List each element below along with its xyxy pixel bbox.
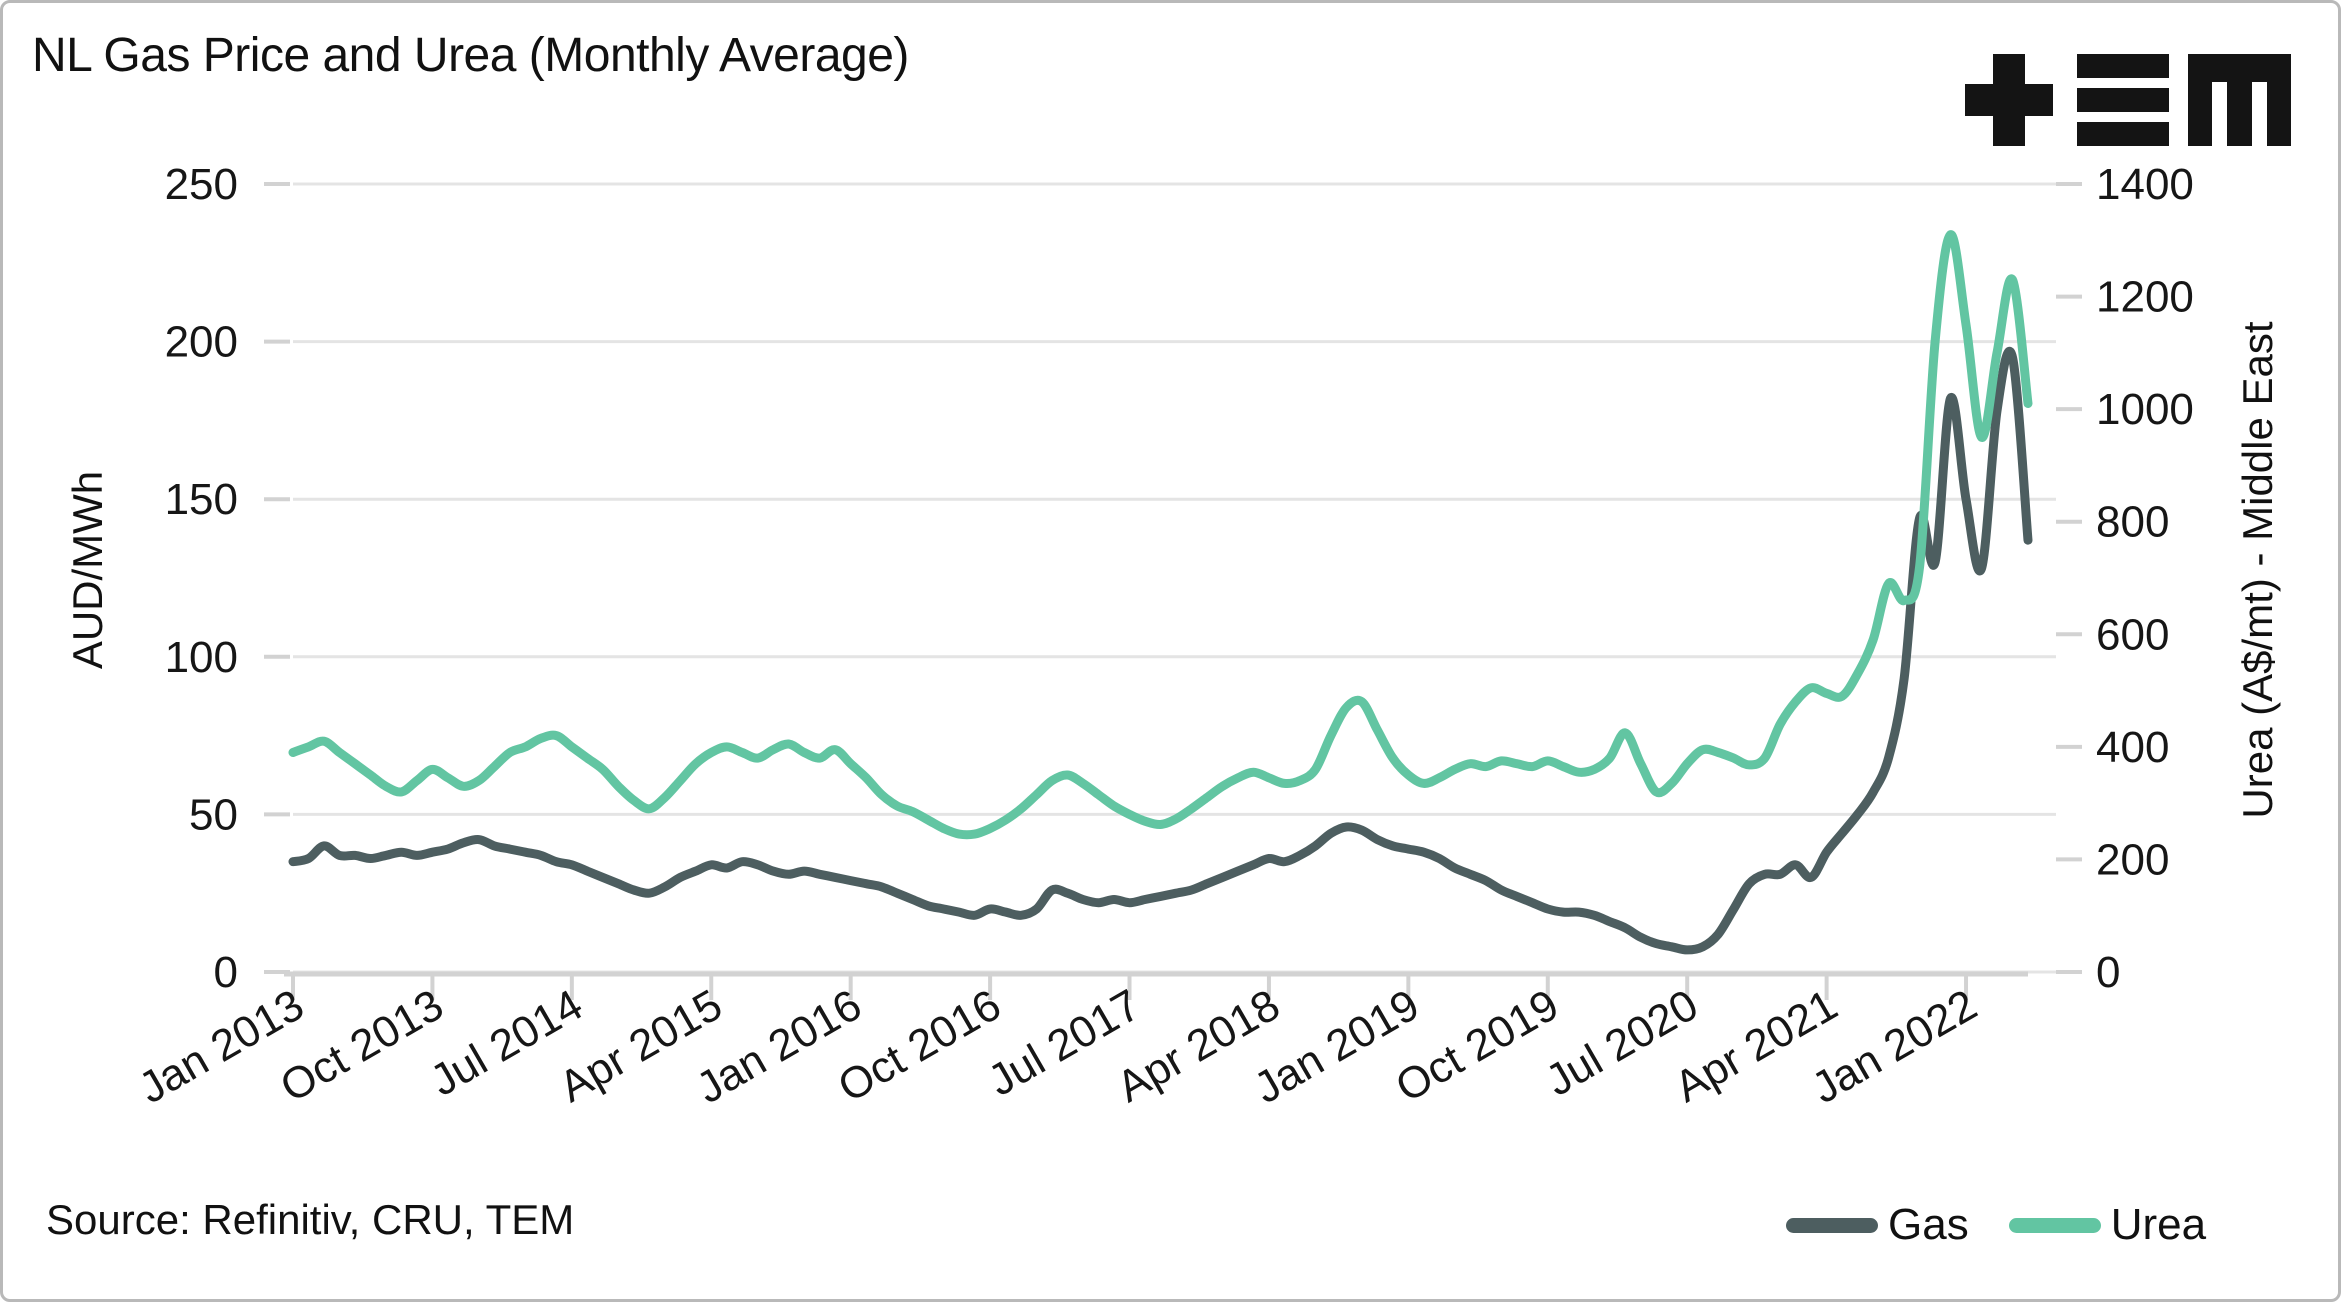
right-tick-label: 600 bbox=[2096, 610, 2169, 659]
legend-item-gas: Gas bbox=[1786, 1200, 1969, 1250]
left-tick-label: 250 bbox=[165, 160, 238, 209]
right-tick-label: 1200 bbox=[2096, 273, 2194, 322]
logo-m-icon bbox=[2188, 54, 2291, 146]
right-tick-label: 0 bbox=[2096, 948, 2120, 997]
right-axis-title: Urea (A$/mt) - Middle East bbox=[2234, 321, 2281, 819]
axes bbox=[264, 182, 2082, 1000]
right-tick-label: 200 bbox=[2096, 835, 2169, 884]
left-tick-label: 100 bbox=[165, 633, 238, 682]
chart-title: NL Gas Price and Urea (Monthly Average) bbox=[32, 29, 909, 82]
right-tick-label: 800 bbox=[2096, 498, 2169, 547]
right-tick-label: 1000 bbox=[2096, 385, 2194, 434]
right-tick-label: 1400 bbox=[2096, 160, 2194, 209]
x-tick-label: Oct 2013 bbox=[272, 980, 451, 1112]
x-tick-label: Oct 2019 bbox=[1388, 980, 1567, 1112]
left-tick-label: 50 bbox=[189, 790, 238, 839]
tem-logo-icon bbox=[1965, 54, 2291, 146]
tem-logo bbox=[1965, 54, 2291, 146]
right-tick-label: 400 bbox=[2096, 723, 2169, 772]
tick-labels: 0 50 100 150 200 250 0 200 400 600 800 1000 1200 1400… bbox=[131, 160, 2194, 1113]
source-note: Source: Refinitiv, CRU, TEM bbox=[46, 1196, 575, 1243]
gridlines bbox=[293, 182, 2056, 974]
urea-line bbox=[288, 230, 2033, 840]
legend-label-gas: Gas bbox=[1888, 1200, 1969, 1249]
gas-line bbox=[288, 346, 2033, 955]
legend-item-urea: Urea bbox=[2008, 1200, 2207, 1250]
left-tick-label: 200 bbox=[165, 318, 238, 367]
series-lines bbox=[288, 230, 2033, 955]
left-axis-title: AUD/MWh bbox=[64, 470, 111, 670]
left-tick-label: 150 bbox=[165, 475, 238, 524]
logo-bars-icon bbox=[2077, 54, 2169, 78]
gas-line-swatch bbox=[1786, 1217, 1878, 1233]
left-tick-label: 0 bbox=[214, 948, 238, 997]
x-tick-label: Jan 2013 bbox=[131, 980, 312, 1113]
legend-label-urea: Urea bbox=[2110, 1200, 2207, 1249]
urea-line-swatch bbox=[2008, 1217, 2101, 1233]
legend: Gas Urea bbox=[1786, 1200, 2206, 1250]
x-tick-label: Oct 2016 bbox=[830, 980, 1009, 1112]
